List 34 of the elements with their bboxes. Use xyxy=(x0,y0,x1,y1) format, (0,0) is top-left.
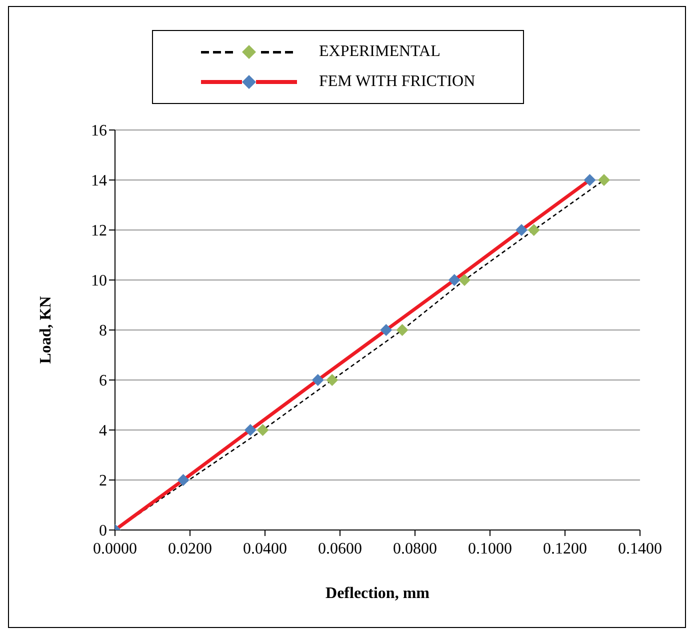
point xyxy=(244,424,256,436)
y-tick-label: 14 xyxy=(91,172,107,190)
y-tick-label: 8 xyxy=(99,322,107,340)
point xyxy=(598,174,610,186)
point xyxy=(516,224,528,236)
point xyxy=(380,324,392,336)
x-tick-label: 0.1000 xyxy=(468,540,512,558)
x-tick-label: 0.0400 xyxy=(243,540,287,558)
point xyxy=(584,174,596,186)
point xyxy=(448,274,460,286)
y-axis-title: Load, KN xyxy=(38,296,55,364)
y-tick-label: 0 xyxy=(99,522,107,540)
point xyxy=(256,424,269,436)
y-tick-label: 6 xyxy=(99,372,107,390)
y-tick-label: 4 xyxy=(99,422,107,440)
y-tick-label: 12 xyxy=(91,222,107,240)
y-tick-label: 10 xyxy=(91,272,107,290)
x-tick-label: 0.0600 xyxy=(318,540,362,558)
point xyxy=(528,224,540,236)
x-tick-label: 0.0800 xyxy=(393,540,437,558)
point xyxy=(312,374,324,386)
legend-label: EXPERIMENTAL xyxy=(319,43,440,61)
point xyxy=(177,474,190,486)
x-tick-label: 0.0200 xyxy=(168,540,212,558)
point xyxy=(396,324,408,336)
point xyxy=(458,274,470,286)
x-tick-label: 0.0000 xyxy=(93,540,137,558)
x-tick-label: 0.1400 xyxy=(618,540,662,558)
y-tick-label: 16 xyxy=(91,122,107,140)
legend-label: FEM WITH FRICTION xyxy=(319,73,476,91)
point xyxy=(326,374,338,386)
x-axis-title: Deflection, mm xyxy=(326,585,430,602)
x-tick-label: 0.1200 xyxy=(543,540,587,558)
y-tick-label: 2 xyxy=(99,472,107,490)
